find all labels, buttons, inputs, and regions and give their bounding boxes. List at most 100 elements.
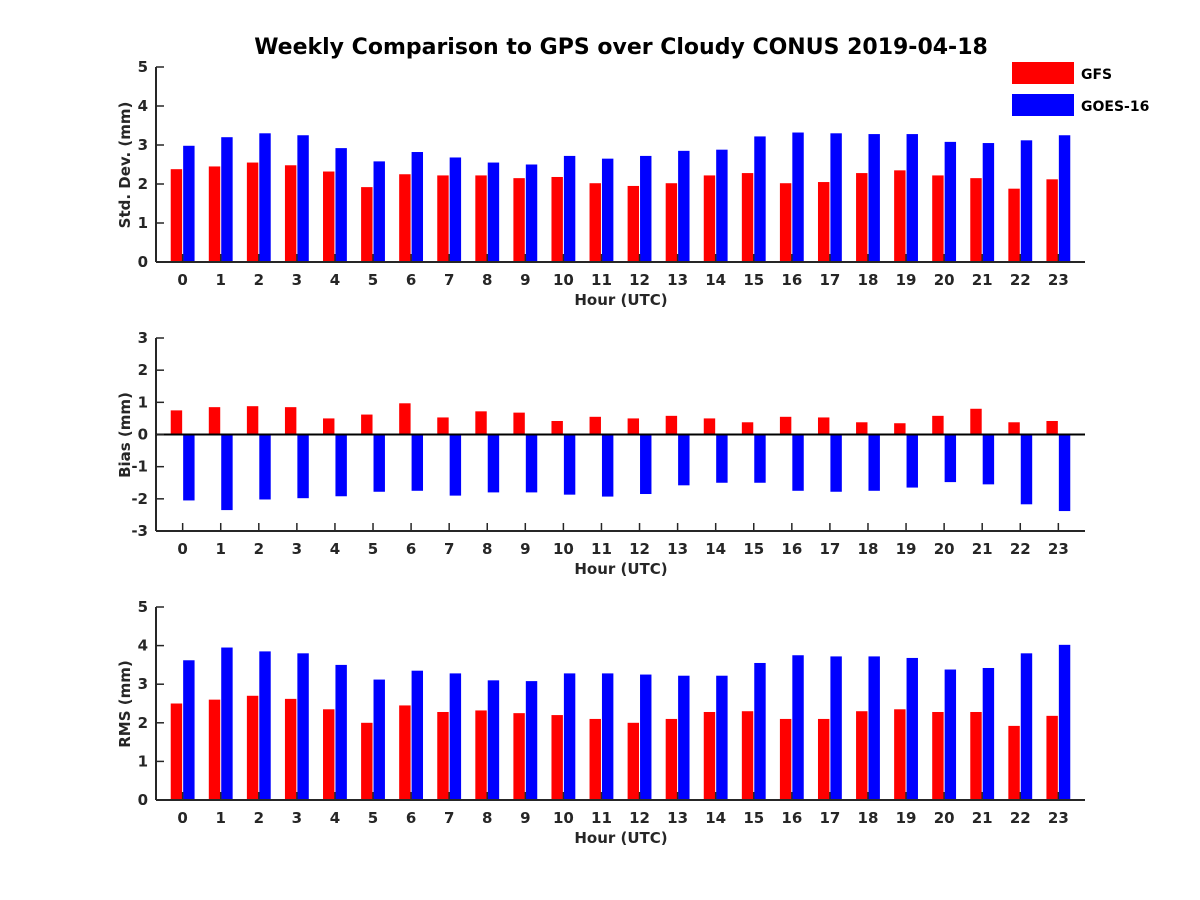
y-tick-label: 0	[138, 253, 148, 271]
x-tick-label: 13	[667, 271, 688, 289]
x-tick-label: 17	[819, 271, 840, 289]
x-tick-label: 12	[629, 540, 650, 558]
bar-gfs-hour-0	[170, 169, 183, 262]
bar-gfs-hour-4	[323, 709, 335, 800]
x-tick-label: 6	[406, 809, 416, 827]
x-tick-label: 8	[482, 809, 492, 827]
y-tick-label: 5	[138, 58, 148, 76]
x-tick-label: 20	[934, 271, 955, 289]
x-tick-label: 5	[368, 540, 378, 558]
bar-goes16-hour-17	[830, 656, 842, 800]
bar-goes16-hour-4	[335, 434, 347, 497]
bar-goes16-hour-5	[373, 434, 385, 492]
x-tick-label: 20	[934, 809, 955, 827]
bar-gfs-hour-22	[1008, 188, 1020, 262]
bar-goes16-hour-10	[563, 155, 576, 262]
x-tick-label: 9	[520, 271, 530, 289]
bar-goes16-hour-19	[906, 434, 918, 488]
bar-gfs-hour-14	[703, 418, 716, 435]
bar-gfs-hour-23	[1046, 179, 1058, 262]
bar-gfs-hour-18	[856, 422, 868, 435]
y-tick-label: 2	[138, 175, 148, 193]
bar-goes16-hour-4	[335, 148, 347, 262]
bar-goes16-hour-4	[335, 664, 347, 800]
x-tick-label: 10	[553, 809, 574, 827]
bar-goes16-hour-2	[259, 651, 271, 800]
bar-gfs-hour-5	[361, 187, 373, 262]
x-tick-label: 11	[591, 809, 612, 827]
bar-gfs-hour-13	[665, 415, 678, 435]
bar-gfs-hour-11	[589, 416, 601, 435]
y-tick-label: 3	[138, 329, 148, 347]
bar-gfs-hour-9	[513, 412, 525, 435]
bar-goes16-hour-22	[1020, 140, 1033, 262]
legend: GFS GOES-16	[1012, 62, 1149, 116]
bar-gfs-hour-16	[779, 183, 792, 262]
x-tick-label: 7	[444, 271, 454, 289]
y-tick-label: -3	[131, 522, 148, 540]
bar-goes16-hour-1	[221, 647, 233, 800]
bar-goes16-hour-5	[373, 161, 385, 262]
bar-gfs-hour-20	[932, 175, 944, 262]
bar-gfs-hour-12	[627, 722, 640, 800]
bar-gfs-hour-5	[361, 722, 373, 800]
bar-goes16-hour-23	[1058, 434, 1071, 512]
bar-gfs-hour-18	[856, 173, 868, 262]
x-tick-label: 22	[1010, 809, 1031, 827]
legend-swatch-gfs	[1012, 62, 1074, 84]
x-tick-label: 22	[1010, 540, 1031, 558]
x-tick-label: 7	[444, 809, 454, 827]
bar-gfs-hour-19	[894, 423, 906, 435]
bar-goes16-hour-20	[944, 669, 957, 800]
bar-goes16-hour-22	[1020, 653, 1033, 800]
bar-gfs-hour-17	[817, 182, 830, 262]
bar-goes16-hour-13	[678, 675, 690, 800]
bar-goes16-hour-6	[411, 670, 424, 800]
bar-gfs-hour-10	[551, 715, 563, 800]
y-tick-label: 1	[138, 393, 148, 411]
bar-gfs-hour-13	[665, 183, 678, 262]
bar-goes16-hour-15	[754, 136, 766, 262]
bar-goes16-hour-13	[678, 150, 690, 262]
x-tick-label: 21	[972, 540, 993, 558]
x-tick-label: 6	[406, 271, 416, 289]
bar-gfs-hour-8	[475, 175, 487, 262]
bar-gfs-hour-4	[323, 171, 335, 262]
bar-goes16-hour-6	[411, 152, 424, 262]
legend-swatch-goes16	[1012, 94, 1074, 116]
bar-goes16-hour-9	[525, 164, 538, 262]
bar-goes16-hour-17	[830, 434, 842, 492]
x-tick-label: 4	[330, 540, 340, 558]
bar-gfs-hour-9	[513, 178, 525, 262]
legend-label-goes16: GOES-16	[1081, 99, 1149, 115]
bar-goes16-hour-18	[868, 134, 880, 262]
bar-gfs-hour-2	[246, 162, 259, 262]
bar-gfs-hour-20	[932, 415, 944, 435]
bar-gfs-hour-6	[399, 174, 411, 262]
bar-goes16-hour-7	[449, 157, 462, 262]
bar-goes16-hour-23	[1058, 135, 1071, 262]
x-tick-label: 15	[743, 809, 764, 827]
bar-gfs-hour-6	[399, 705, 411, 800]
bar-goes16-hour-9	[525, 434, 538, 493]
bar-gfs-hour-3	[284, 165, 297, 262]
bar-gfs-hour-16	[779, 718, 792, 800]
x-tick-label: 0	[177, 271, 187, 289]
bar-goes16-hour-6	[411, 434, 424, 491]
x-axis-label: Hour (UTC)	[574, 291, 667, 309]
bar-gfs-hour-14	[703, 711, 716, 800]
bar-gfs-hour-7	[437, 711, 449, 800]
x-tick-label: 10	[553, 271, 574, 289]
bar-goes16-hour-11	[601, 673, 614, 800]
x-tick-label: 10	[553, 540, 574, 558]
x-tick-label: 13	[667, 540, 688, 558]
x-axis-label: Hour (UTC)	[574, 560, 667, 578]
bar-gfs-hour-6	[399, 403, 411, 435]
x-tick-label: 2	[254, 271, 264, 289]
x-tick-label: 3	[292, 540, 302, 558]
bar-gfs-hour-15	[741, 173, 754, 262]
bar-goes16-hour-7	[449, 673, 462, 800]
x-tick-label: 3	[292, 809, 302, 827]
bar-gfs-hour-19	[894, 709, 906, 800]
